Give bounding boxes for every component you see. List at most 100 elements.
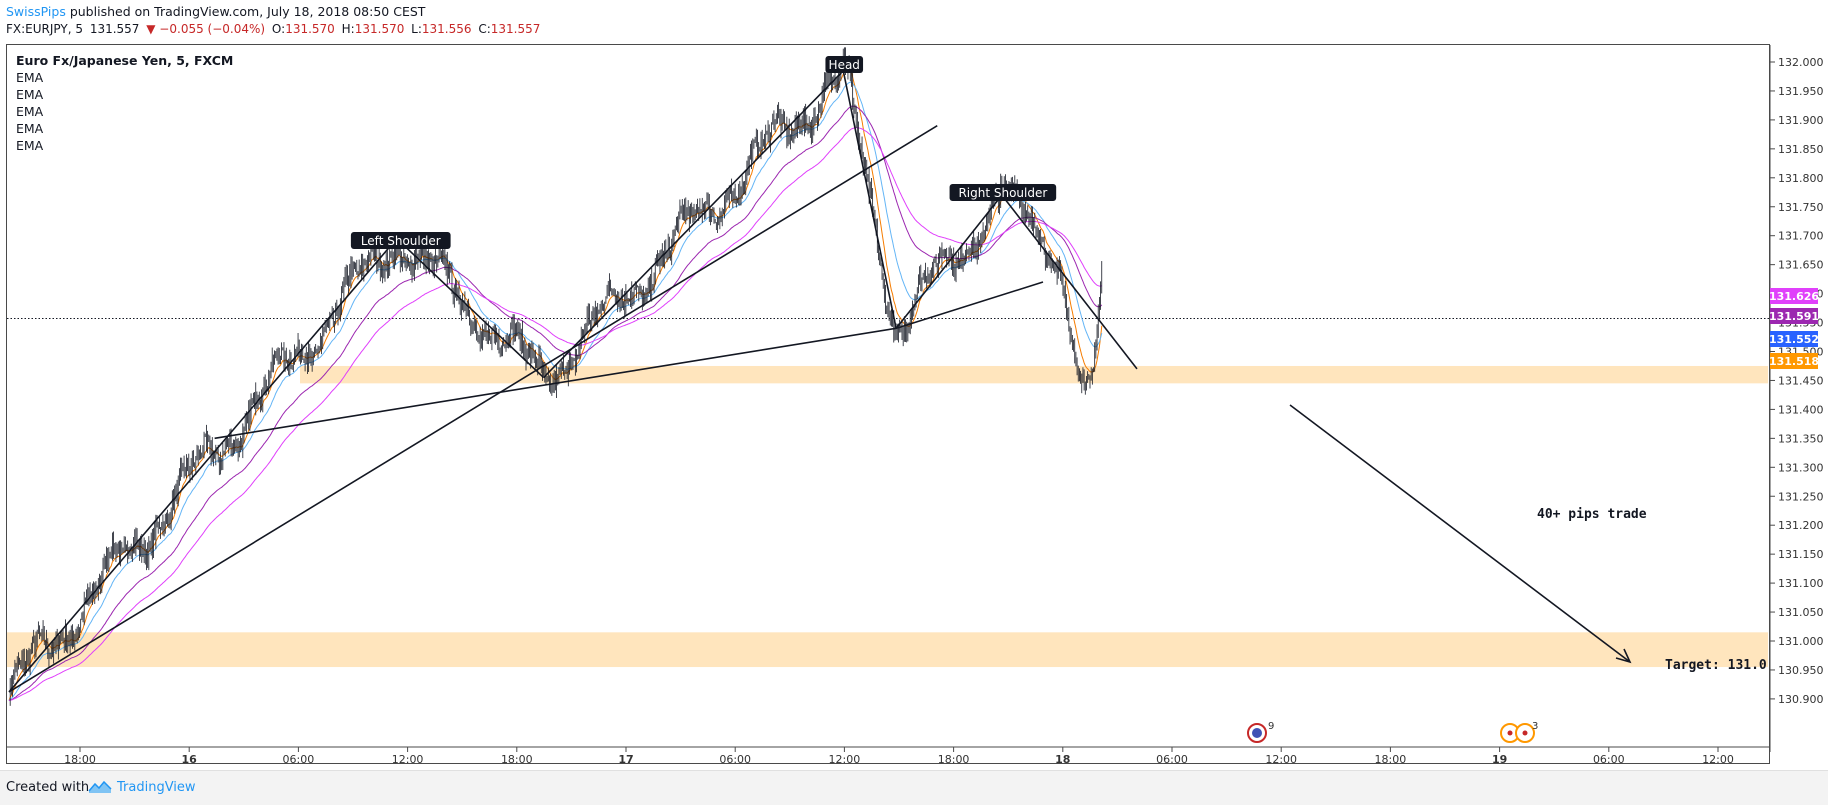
price-tick-label: 131.450: [1778, 374, 1824, 387]
price-tick-label: 131.650: [1778, 259, 1824, 272]
price-change: ▼ −0.055 (−0.04%): [146, 22, 266, 36]
price-tick-label: 131.700: [1778, 230, 1824, 243]
price-tick-label: 130.950: [1778, 664, 1824, 677]
price-tick-label: 131.000: [1778, 635, 1824, 648]
price-tick-label: 131.200: [1778, 519, 1824, 532]
open-value: 131.570: [285, 22, 335, 36]
price-chart[interactable]: 132.000 131.950 131.900 131.850 131.800 131.7…: [0, 0, 1828, 770]
price-badge-label: 131.552: [1769, 333, 1819, 346]
price-tick-label: 131.850: [1778, 143, 1824, 156]
published-info: published on TradingView.com, July 18, 2…: [69, 4, 426, 19]
price-badge: [1770, 308, 1818, 324]
tradingview-link[interactable]: TradingView: [117, 780, 196, 795]
tradingview-logo-icon[interactable]: [88, 780, 112, 794]
price-tick-label: 131.750: [1778, 201, 1824, 214]
projection-arrow-head: [1615, 648, 1632, 664]
time-tick-label: 06:00: [283, 753, 315, 766]
price-badge: [1770, 331, 1818, 347]
symbol-label: FX:EURJPY, 5: [6, 22, 83, 36]
time-tick-label: 12:00: [1265, 753, 1297, 766]
legend-ema-4[interactable]: EMA: [16, 121, 44, 136]
projection-arrow: [1289, 404, 1631, 663]
high-value: 131.570: [354, 22, 405, 36]
price-badge-label: 131.591: [1769, 310, 1819, 323]
dividend-event-dot: [1522, 730, 1528, 736]
time-tick-label: 18:00: [1375, 753, 1407, 766]
price-tick-label: 131.300: [1778, 461, 1824, 474]
chart-legend: Euro Fx/Japanese Yen, 5, FXCM EMA EMA EM…: [16, 52, 233, 154]
time-tick-label: 06:00: [719, 753, 751, 766]
legend-ema-2[interactable]: EMA: [16, 87, 44, 102]
time-tick-label: 18: [1055, 753, 1070, 766]
ema-magenta-line: [8, 127, 1102, 702]
price-badge-label: 131.626: [1769, 290, 1819, 303]
ema-blue-line: [8, 81, 1103, 701]
price-badge-label: 131.518: [1769, 355, 1819, 368]
time-tick-label: 16: [182, 753, 198, 766]
last-price: 131.557: [89, 22, 140, 36]
author-link[interactable]: SwissPips: [6, 4, 66, 19]
close-value: 131.557: [490, 22, 541, 36]
neckline: [214, 327, 897, 440]
price-tick-label: 131.150: [1778, 548, 1824, 561]
time-tick-label: 19: [1492, 753, 1507, 766]
right-shoulder-label: Right Shoulder: [958, 186, 1047, 200]
time-tick-label: 06:00: [1156, 753, 1188, 766]
pattern-leg-line: [1001, 194, 1138, 370]
close-label: C:: [478, 22, 491, 36]
support-zone: [300, 365, 1768, 384]
footer-bar: Created with TradingView: [0, 770, 1828, 805]
event-count-label: 9: [1268, 721, 1274, 732]
price-tick-label: 131.400: [1778, 403, 1824, 416]
uptrend-line: [8, 125, 938, 693]
price-badge: [1770, 288, 1818, 304]
legend-ema-1[interactable]: EMA: [16, 70, 44, 85]
time-tick-label: 18:00: [64, 753, 96, 766]
low-value: 131.556: [421, 22, 472, 36]
publish-line: SwissPips published on TradingView.com, …: [6, 4, 425, 19]
created-with-label: Created with: [6, 780, 90, 795]
high-label: H:: [341, 22, 355, 36]
left-shoulder-label: Left Shoulder: [361, 234, 441, 248]
price-tick-label: 131.250: [1778, 490, 1824, 503]
left-shoulder-label-box: [350, 232, 451, 249]
neckline: [895, 281, 1044, 330]
ema-violet-line: [8, 105, 1103, 702]
time-tick-label: 17: [618, 753, 633, 766]
price-tick-label: 131.350: [1778, 432, 1824, 445]
dividend-event-dot: [1507, 730, 1513, 736]
ohlc-readout: FX:EURJPY, 5 131.557 ▼ −0.055 (−0.04%) O…: [6, 22, 543, 36]
pattern-leg-line: [842, 70, 897, 329]
pattern-leg-line: [8, 238, 398, 693]
price-tick-label: 130.900: [1778, 693, 1824, 706]
right-shoulder-label-box: [949, 184, 1057, 201]
time-tick-label: 18:00: [501, 753, 533, 766]
price-tick-label: 131.800: [1778, 172, 1824, 185]
trade-note-label: 40+ pips trade: [1537, 507, 1647, 522]
time-tick-label: 12:00: [1702, 753, 1734, 766]
target-label: Target: 131.0: [1665, 658, 1767, 673]
pattern-leg-line: [895, 194, 1003, 329]
low-label: L:: [411, 22, 422, 36]
support-zone: [7, 632, 1768, 668]
publish-header: SwissPips published on TradingView.com, …: [0, 0, 1828, 44]
price-tick-label: 132.000: [1778, 56, 1824, 69]
time-tick-label: 06:00: [1593, 753, 1625, 766]
legend-ema-3[interactable]: EMA: [16, 104, 44, 119]
time-tick-label: 12:00: [392, 753, 424, 766]
head-label-box: [825, 56, 864, 73]
price-tick-label: 131.100: [1778, 577, 1824, 590]
head-label: Head: [829, 58, 860, 72]
open-label: O:: [271, 22, 286, 36]
price-tick-label: 131.900: [1778, 114, 1824, 127]
price-tick-label: 131.050: [1778, 606, 1824, 619]
pattern-leg-line: [396, 238, 545, 379]
time-tick-label: 12:00: [829, 753, 861, 766]
pattern-leg-line: [543, 70, 844, 379]
time-tick-label: 18:00: [938, 753, 970, 766]
legend-title: Euro Fx/Japanese Yen, 5, FXCM: [16, 53, 234, 68]
legend-ema-5[interactable]: EMA: [16, 138, 44, 153]
calendar-event-icon-core: [1252, 728, 1262, 738]
price-badge: [1770, 353, 1818, 369]
event-count-label: 3: [1532, 721, 1538, 732]
